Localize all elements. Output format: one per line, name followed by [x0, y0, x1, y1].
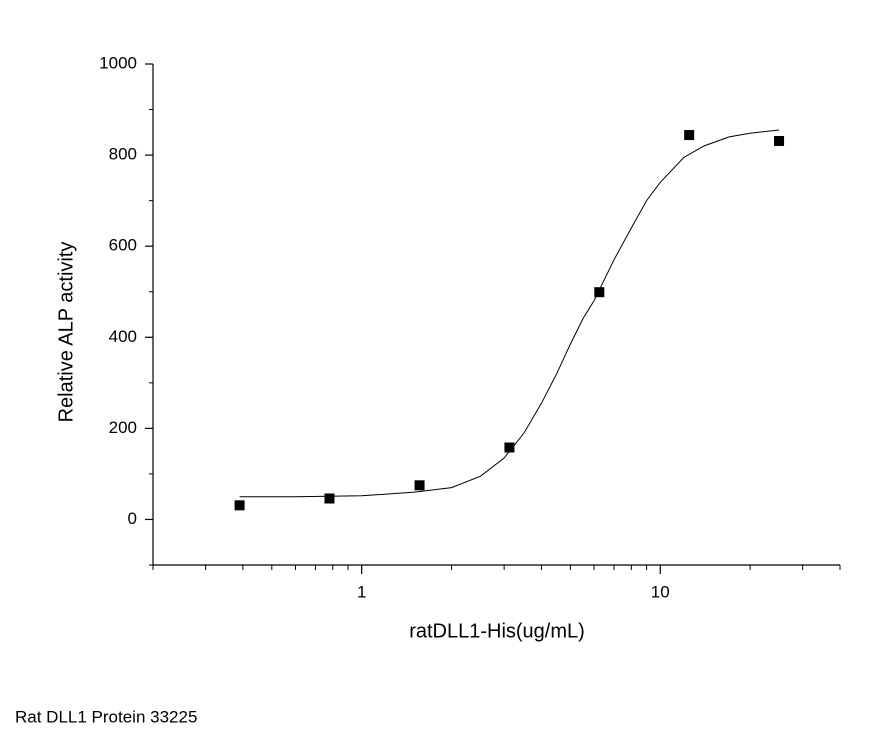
- y-tick-label: 0: [128, 509, 137, 528]
- y-tick-label: 400: [109, 327, 137, 346]
- x-axis-label: ratDLL1-His(ug/mL): [409, 620, 585, 642]
- y-tick-label: 200: [109, 418, 137, 437]
- y-tick-label: 600: [109, 236, 137, 255]
- y-axis-label: Relative ALP activity: [55, 242, 77, 423]
- data-point: [774, 135, 785, 146]
- data-point: [234, 500, 245, 511]
- data-point: [504, 442, 515, 453]
- y-tick-label: 1000: [99, 53, 137, 72]
- data-point: [414, 480, 425, 491]
- data-point: [324, 493, 335, 504]
- data-point: [594, 287, 605, 298]
- fit-curve: [239, 129, 780, 498]
- x-tick-label: 1: [357, 582, 366, 601]
- caption: Rat DLL1 Protein 33225: [15, 707, 197, 726]
- x-tick-label: 10: [651, 582, 670, 601]
- data-point: [684, 130, 695, 141]
- y-tick-label: 800: [109, 145, 137, 164]
